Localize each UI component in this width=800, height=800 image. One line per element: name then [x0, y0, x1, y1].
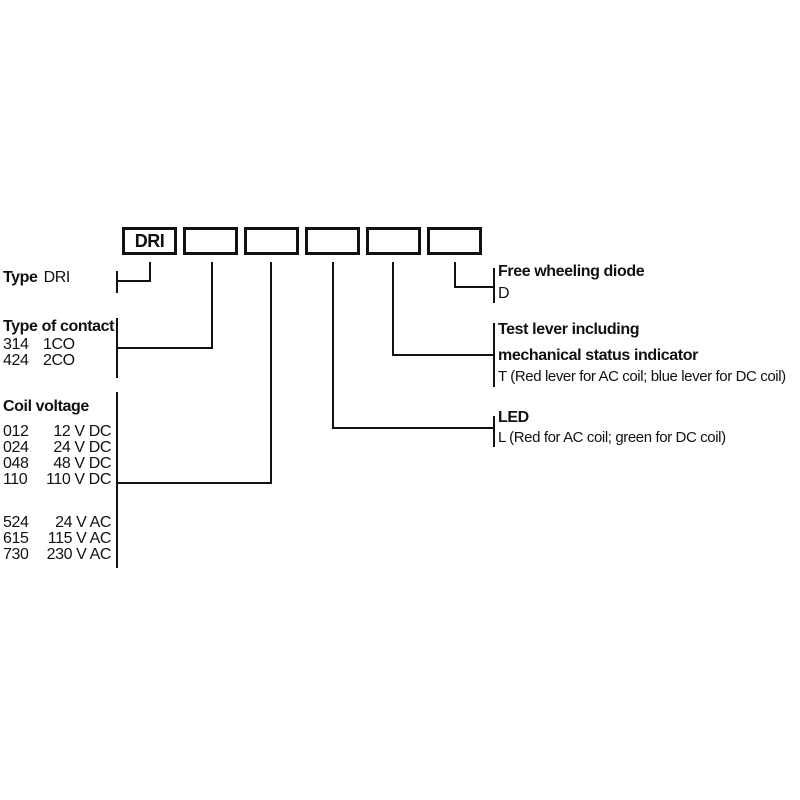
coil-option-code: 524 [3, 514, 29, 531]
contact-option-code: 424 [3, 352, 29, 369]
code-box-contact [183, 227, 238, 255]
code-box-diode [427, 227, 482, 255]
coil-option-row: 524 24 V AC [3, 515, 111, 531]
code-box-type: DRI [122, 227, 177, 255]
connector-coil-horizontal [117, 482, 272, 484]
connector-coil-tick [116, 392, 118, 568]
contact-option-value: 2CO [43, 352, 75, 369]
coil-option-value: 230 V AC [46, 546, 112, 563]
connector-led-vertical [332, 262, 334, 429]
coil-option-code: 048 [3, 455, 29, 472]
contact-option-code: 314 [3, 336, 29, 353]
coil-option-row: 012 12 V DC [3, 424, 111, 440]
test-lever-header-line1: Test lever including [498, 321, 640, 338]
coil-option-row: 110 110 V DC [3, 472, 111, 488]
connector-diode-vertical [454, 262, 456, 288]
connector-diode-tick [493, 268, 495, 303]
coil-option-row: 048 48 V DC [3, 456, 111, 472]
test-lever-header-line2: mechanical status indicator [498, 347, 698, 364]
code-box-coil-voltage [244, 227, 299, 255]
coil-option-value: 48 V DC [53, 455, 111, 472]
connector-contact-vertical [211, 262, 213, 349]
connector-led-horizontal [333, 427, 494, 429]
coil-option-value: 110 V DC [46, 471, 111, 488]
test-lever-code: T (Red lever for AC coil; blue lever for… [498, 368, 786, 385]
coil-options: 012 12 V DC 024 24 V DC 048 48 V DC 110 … [3, 424, 111, 563]
code-box-test-lever [366, 227, 421, 255]
connector-contact-tick [116, 318, 118, 378]
type-label: Type [3, 269, 38, 286]
connector-type-vertical [149, 262, 151, 282]
coil-option-value: 24 V DC [53, 439, 111, 456]
coil-option-value: 12 V DC [53, 423, 111, 440]
connector-diode-horizontal [455, 286, 494, 288]
diode-code: D [498, 285, 510, 302]
connector-coil-vertical [270, 262, 272, 484]
connector-type-horizontal [117, 280, 151, 282]
connector-contact-horizontal [117, 347, 213, 349]
contact-option-value: 1CO [43, 336, 75, 353]
code-box-type-label: DRI [134, 230, 165, 251]
connector-test-lever-tick [493, 323, 495, 387]
coil-option-code: 110 [3, 471, 28, 488]
connector-type-tick [116, 271, 118, 293]
coil-option-row: 615 115 V AC [3, 531, 111, 547]
connector-test-lever-vertical [392, 262, 394, 356]
coil-header: Coil voltage [3, 398, 89, 415]
coil-option-row: 024 24 V DC [3, 440, 111, 456]
coil-option-value: 115 V AC [47, 530, 112, 547]
coil-option-code: 730 [3, 546, 29, 563]
contact-option-row: 314 1CO [3, 337, 75, 353]
coil-option-value: 24 V AC [55, 514, 111, 531]
type-value: DRI [43, 269, 71, 286]
connector-test-lever-horizontal [393, 354, 494, 356]
diode-header: Free wheeling diode [498, 263, 645, 280]
led-header: LED [498, 409, 529, 426]
type-section: Type DRI [3, 270, 70, 286]
contact-option-row: 424 2CO [3, 353, 75, 369]
contact-header: Type of contact [3, 318, 115, 335]
coil-option-row: 730 230 V AC [3, 547, 111, 563]
led-code: L (Red for AC coil; green for DC coil) [498, 429, 726, 446]
coil-option-code: 012 [3, 423, 29, 440]
code-box-led [305, 227, 360, 255]
contact-options: 314 1CO 424 2CO [3, 337, 75, 369]
coil-option-code: 615 [3, 530, 29, 547]
coil-option-code: 024 [3, 439, 29, 456]
connector-led-tick [493, 416, 495, 447]
